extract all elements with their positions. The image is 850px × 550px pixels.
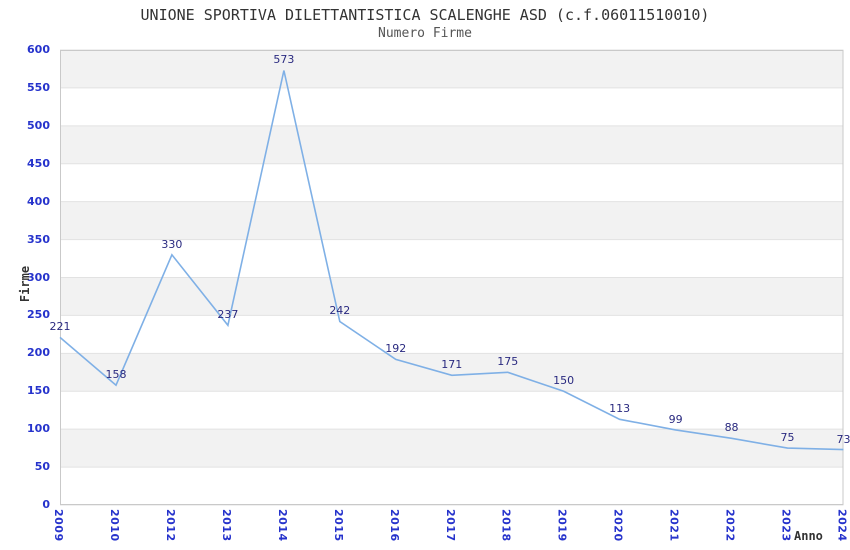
- y-tick-label: 300: [27, 270, 50, 284]
- x-tick-label: 2019: [555, 509, 569, 542]
- y-tick-label: 400: [27, 194, 50, 208]
- background-band: [60, 429, 844, 468]
- y-tick-label: 550: [27, 80, 50, 94]
- x-tick-label: 2023: [779, 509, 793, 542]
- y-tick-label: 450: [27, 156, 50, 170]
- data-point-label: 330: [161, 237, 183, 251]
- background-band: [60, 201, 844, 240]
- data-point-label: 113: [609, 402, 631, 416]
- y-tick-label: 250: [27, 308, 50, 322]
- y-tick-label: 150: [27, 384, 50, 398]
- x-tick-label: 2017: [443, 509, 457, 542]
- x-tick-label: 2012: [163, 509, 177, 542]
- data-point-label: 192: [385, 342, 407, 356]
- y-tick-label: 50: [34, 460, 50, 474]
- data-point-label: 88: [724, 421, 739, 435]
- x-tick-label: 2009: [52, 509, 65, 542]
- y-tick-label: 500: [27, 118, 50, 132]
- data-point-label: 242: [329, 304, 351, 318]
- data-point-label: 150: [553, 374, 575, 388]
- chart-subtitle: Numero Firme: [378, 26, 472, 41]
- x-tick-label: 2024: [835, 509, 849, 542]
- data-point-label: 171: [441, 358, 463, 372]
- y-tick-label: 100: [27, 422, 50, 436]
- data-line: [59, 70, 844, 451]
- x-tick-label: 2014: [275, 509, 289, 542]
- plot-frame: [60, 50, 844, 505]
- y-axis-title: Firme: [18, 265, 32, 303]
- data-point-label: 221: [49, 320, 71, 334]
- y-tick-label: 200: [27, 346, 50, 360]
- y-tick-label: 350: [27, 232, 50, 246]
- x-tick-label: 2020: [611, 509, 625, 542]
- chart-title: UNIONE SPORTIVA DILETTANTISTICA SCALENGH…: [140, 6, 710, 24]
- x-tick-label: 2021: [667, 509, 681, 542]
- data-point-label: 175: [497, 355, 519, 369]
- data-point-label: 158: [105, 368, 127, 382]
- background-band: [60, 353, 844, 392]
- background-band: [60, 277, 844, 316]
- x-axis-title: Anno: [794, 529, 823, 543]
- y-tick-label: 0: [42, 498, 50, 511]
- data-point-label: 99: [668, 412, 683, 426]
- data-point-label: 573: [273, 53, 295, 67]
- data-point-label: 237: [217, 308, 239, 322]
- data-point-label: 75: [780, 431, 795, 445]
- x-tick-label: 2016: [387, 509, 401, 542]
- data-point-label: 73: [836, 432, 850, 446]
- x-tick-label: 2022: [723, 509, 737, 542]
- background-band: [60, 50, 844, 88]
- background-band: [60, 125, 844, 164]
- x-tick-label: 2015: [331, 509, 345, 542]
- x-tick-label: 2013: [219, 509, 233, 542]
- x-tick-label: 2010: [107, 509, 121, 542]
- x-tick-label: 2018: [499, 509, 513, 542]
- y-tick-label: 600: [27, 43, 50, 56]
